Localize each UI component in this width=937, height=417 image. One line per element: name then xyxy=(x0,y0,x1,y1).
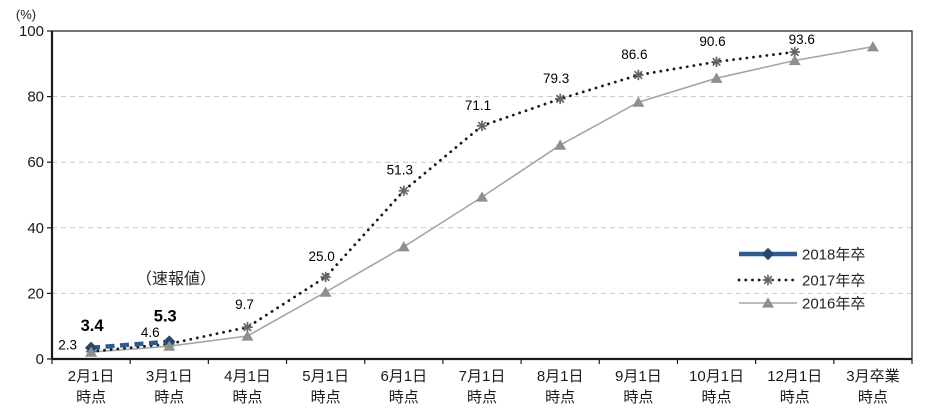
data-label: 51.3 xyxy=(387,163,413,178)
chart-generated: 0204060801002月1日時点3月1日時点4月1日時点5月1日時点6月1日… xyxy=(19,23,913,406)
asterisk-marker xyxy=(712,57,721,67)
x-tick-label-line2: 時点 xyxy=(702,389,732,406)
legend-label: 2018年卒 xyxy=(802,247,865,264)
legend-triangle-marker xyxy=(762,297,774,308)
data-label: 90.6 xyxy=(699,34,725,49)
y-tick-label: 100 xyxy=(19,23,44,40)
y-tick-label: 60 xyxy=(27,154,44,171)
legend-diamond-marker xyxy=(761,247,775,261)
asterisk-marker xyxy=(555,94,565,104)
triangle-marker xyxy=(397,241,410,252)
x-tick-label-line2: 時点 xyxy=(76,389,106,406)
data-label: 25.0 xyxy=(308,249,334,264)
series-line-2018 xyxy=(90,339,170,351)
data-label: 79.3 xyxy=(543,71,569,86)
asterisk-marker xyxy=(399,186,409,196)
x-tick-label-line1: 3月1日 xyxy=(146,368,193,385)
x-tick-label-line1: 9月1日 xyxy=(615,368,662,385)
x-tick-label-line2: 時点 xyxy=(858,389,888,406)
x-tick-label: 12月1日時点 xyxy=(767,368,822,406)
data-label: 86.6 xyxy=(621,47,647,62)
x-tick-label-line2: 時点 xyxy=(545,389,575,406)
x-tick-label-line1: 8月1日 xyxy=(537,368,584,385)
data-label: 71.1 xyxy=(465,98,491,113)
x-tick-label-line1: 5月1日 xyxy=(302,368,349,385)
legend-label: 2016年卒 xyxy=(802,296,865,313)
triangle-marker xyxy=(476,191,488,202)
y-tick-label: 80 xyxy=(27,89,44,106)
x-tick-label-line2: 時点 xyxy=(467,389,497,406)
x-tick-label-line1: 4月1日 xyxy=(224,368,271,385)
x-tick-label-line1: 6月1日 xyxy=(380,368,427,385)
x-tick-label: 7月1日時点 xyxy=(459,368,506,406)
data-label: 5.3 xyxy=(154,308,177,326)
data-label: 4.6 xyxy=(141,325,160,340)
x-tick-label-line2: 時点 xyxy=(311,389,341,406)
asterisk-marker xyxy=(243,322,252,332)
triangle-marker xyxy=(632,96,645,107)
x-tick-label-line2: 時点 xyxy=(154,389,184,406)
x-tick-label: 4月1日時点 xyxy=(224,368,271,406)
flash-report-annotation: （速報値） xyxy=(136,270,216,288)
asterisk-marker xyxy=(477,121,487,131)
x-tick-label-line1: 3月卒業 xyxy=(846,368,899,385)
data-label: 93.6 xyxy=(789,32,815,47)
x-tick-label-line1: 12月1日 xyxy=(767,368,822,385)
x-tick-label: 3月1日時点 xyxy=(146,368,193,406)
y-axis-unit-label: (%) xyxy=(16,7,36,22)
x-tick-label: 6月1日時点 xyxy=(380,368,427,406)
x-tick-label-line2: 時点 xyxy=(389,389,419,406)
x-tick-label: 3月卒業時点 xyxy=(846,368,899,406)
legend-asterisk-marker xyxy=(763,275,773,285)
x-tick-label: 10月1日時点 xyxy=(689,368,744,406)
y-tick-label: 0 xyxy=(36,351,44,368)
x-tick-label-line2: 時点 xyxy=(232,389,262,406)
x-tick-label-line2: 時点 xyxy=(780,389,810,406)
triangle-marker xyxy=(163,340,176,351)
asterisk-marker xyxy=(790,47,800,57)
x-tick-label: 5月1日時点 xyxy=(302,368,349,406)
x-tick-label: 2月1日時点 xyxy=(68,368,115,406)
x-tick-label: 9月1日時点 xyxy=(615,368,662,406)
triangle-marker xyxy=(710,72,723,83)
y-tick-label: 20 xyxy=(27,285,44,302)
y-tick-label: 40 xyxy=(27,220,44,237)
x-tick-label-line1: 10月1日 xyxy=(689,368,744,385)
x-tick-label-line2: 時点 xyxy=(623,389,653,406)
asterisk-marker xyxy=(321,272,330,282)
triangle-marker xyxy=(866,41,879,52)
x-tick-label: 8月1日時点 xyxy=(537,368,584,406)
legend-label: 2017年卒 xyxy=(802,273,865,290)
triangle-marker xyxy=(241,330,254,341)
triangle-marker xyxy=(85,346,98,357)
data-label: 9.7 xyxy=(235,297,254,312)
data-label: 3.4 xyxy=(81,317,105,335)
x-tick-label-line1: 7月1日 xyxy=(459,368,506,385)
asterisk-marker xyxy=(634,70,643,80)
triangle-marker xyxy=(319,286,332,297)
x-tick-label-line1: 2月1日 xyxy=(68,368,115,385)
triangle-marker xyxy=(554,139,567,150)
triangle-marker xyxy=(788,54,801,66)
data-label: 2.3 xyxy=(58,337,77,352)
